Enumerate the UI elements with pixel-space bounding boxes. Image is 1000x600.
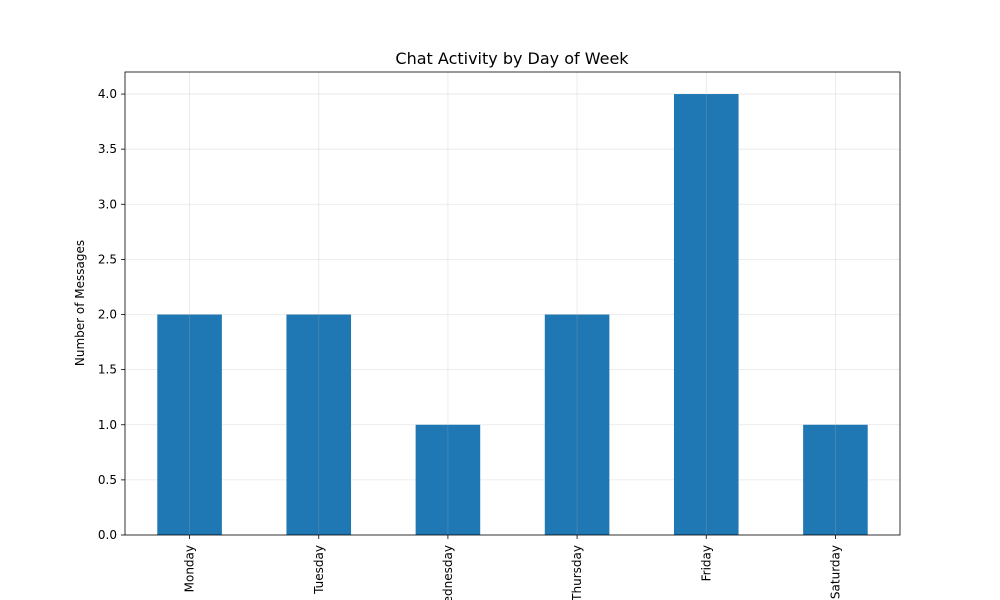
plot-area-background	[125, 72, 900, 535]
y-tick-label: 1.0	[98, 418, 117, 432]
y-tick-label: 0.5	[98, 473, 117, 487]
bar-monday	[157, 314, 222, 535]
x-tick-label-monday: Monday	[183, 545, 197, 592]
plot-frame	[124, 71, 901, 536]
y-tick-label: 4.0	[98, 87, 117, 101]
y-tick-label: 3.0	[98, 197, 117, 211]
x-tick-label-wednesday: Wednesday	[441, 545, 455, 600]
bar-tuesday	[286, 314, 352, 535]
x-tick-label-thursday: Thursday	[570, 545, 584, 600]
bar-saturday	[803, 424, 868, 535]
y-tick-label: 2.0	[98, 308, 117, 322]
x-tick-label-tuesday: Tuesday	[312, 545, 326, 595]
y-tick-label: 0.0	[98, 528, 117, 542]
vertical-grid-lines	[189, 72, 836, 535]
bar-friday	[673, 94, 739, 536]
bar-wednesday	[415, 424, 481, 535]
bar-thursday	[544, 314, 610, 535]
y-tick-label: 3.5	[98, 142, 117, 156]
y-axis-ticks: 0.0 0.5 1.0 1.5 2.0 2.5 3.0 3.5 4.0	[98, 87, 125, 542]
y-tick-label: 2.5	[98, 252, 117, 266]
y-axis-label: Number of Messages	[73, 240, 87, 366]
bars	[157, 94, 868, 536]
chart-title: Chat Activity by Day of Week	[395, 49, 629, 68]
x-axis-ticks: Monday Tuesday Wednesday Thursday Friday Satu…	[183, 535, 842, 600]
y-tick-label: 1.5	[98, 363, 117, 377]
x-tick-label-friday: Friday	[699, 545, 713, 581]
x-tick-label-saturday: Saturday	[828, 545, 842, 599]
